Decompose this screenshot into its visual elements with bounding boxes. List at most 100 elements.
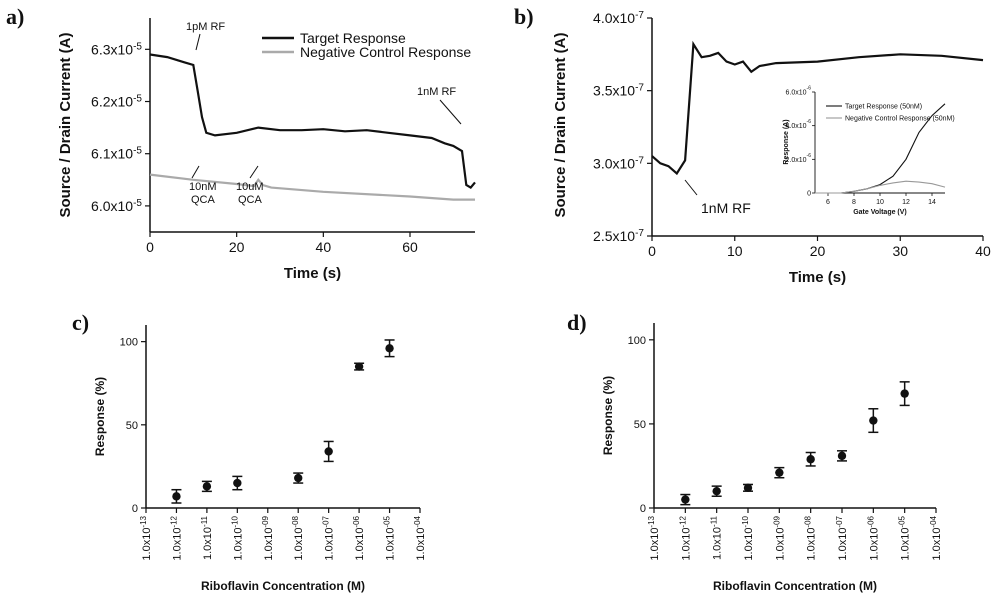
annotation-qca: QCA	[238, 194, 263, 206]
x-tick-label: 1.0x10-13	[647, 515, 661, 560]
x-tick-label: 1.0x10-13	[139, 515, 153, 560]
x-tick-label: 1.0x10-08	[291, 515, 305, 560]
inset-x-tick-label: 14	[928, 199, 936, 206]
inset-y-tick-label: 6.0x10-6	[786, 86, 812, 97]
x-axis-title: Time (s)	[284, 265, 341, 282]
x-tick-label: 1.0x10-05	[898, 515, 912, 560]
inset-x-axis-title: Gate Voltage (V)	[853, 209, 907, 216]
data-point	[172, 492, 181, 501]
inset-x-tick-label: 8	[852, 199, 856, 206]
x-tick-label: 40	[316, 239, 332, 255]
series-line-target	[651, 40, 984, 176]
y-axis-title: Source / Drain Current (A)	[57, 32, 74, 217]
chart-b: 2.5x10-7 3.0x10-7 3.5x10-7 4.0x10-7 0 10 20 30 4…	[552, 10, 991, 286]
inset-y-tick-label: 4.0x10-6	[786, 119, 812, 130]
annotation-arrow	[191, 165, 200, 179]
y-tick-label: 6.1x10-5	[91, 146, 142, 162]
x-tick-label: 1.0x10-08	[804, 515, 818, 560]
panel-label-a: a)	[6, 4, 24, 29]
data-point	[837, 451, 847, 461]
x-tick-label: 1.0x10-12	[169, 515, 183, 560]
x-tick-label: 1.0x10-10	[230, 515, 244, 560]
y-tick-label: 6.0x10-5	[91, 198, 142, 214]
data-point	[294, 473, 303, 483]
legend-label: Negative Control Response	[300, 44, 471, 60]
x-tick-label: 1.0x10-09	[261, 515, 275, 560]
x-tick-label: 40	[975, 243, 991, 259]
x-tick-label: 1.0x10-09	[772, 515, 786, 560]
x-tick-label: 1.0x10-06	[866, 515, 880, 560]
x-tick-label: 0	[146, 239, 154, 255]
x-tick-label: 1.0x10-12	[678, 515, 692, 560]
annotation-qca: QCA	[191, 194, 216, 206]
inset-legend-label: Target Response (50nM)	[845, 104, 922, 111]
data-point	[324, 447, 333, 456]
x-tick-label: 1.0x10-11	[710, 515, 724, 560]
inset-y-tick-label: 2.0x10-6	[786, 153, 812, 164]
inset-series-line-negative-control	[815, 180, 946, 194]
y-axis-title: Response (%)	[601, 376, 615, 455]
inset-legend-label: Negative Control Response (50nM)	[845, 116, 955, 123]
x-tick-label: 1.0x10-07	[322, 515, 336, 560]
annotation-1pm-rf: 1pM RF	[186, 21, 225, 33]
chart-c: 0 50 100 1.0x10-13 1.0x10-12 1.0x10-11 1.0x10-…	[93, 325, 427, 593]
x-tick-label: 1.0x10-04	[929, 515, 943, 560]
x-tick-label: 1.0x10-11	[200, 515, 214, 560]
inset-x-tick-label: 10	[876, 199, 884, 206]
y-tick-label: 6.3x10-5	[91, 41, 142, 57]
annotation-arrow	[249, 165, 259, 179]
inset-x-tick-label: 12	[902, 199, 910, 206]
x-tick-label: 20	[229, 239, 245, 255]
x-axis-title: Riboflavin Concentration (M)	[201, 579, 365, 593]
annotation-arrow	[684, 179, 698, 196]
x-tick-label: 30	[892, 243, 908, 259]
inset-background	[764, 84, 954, 222]
y-tick-label: 50	[126, 420, 138, 432]
data-point	[900, 389, 909, 398]
data-point	[712, 486, 721, 496]
x-tick-label: 10	[727, 243, 743, 259]
y-tick-label: 3.0x10-7	[593, 155, 644, 171]
chart-a: 6.0x10-5 6.1x10-5 6.2x10-5 6.3x10-5 0 20 40 60 T…	[57, 18, 476, 282]
y-tick-label: 3.5x10-7	[593, 83, 644, 99]
panel-label-b: b)	[514, 4, 534, 29]
annotation-1nm-rf: 1nM RF	[701, 200, 751, 216]
x-tick-label: 0	[648, 243, 656, 259]
y-tick-label: 50	[634, 419, 646, 431]
y-tick-label: 100	[120, 337, 138, 349]
y-tick-label: 2.5x10-7	[593, 228, 644, 244]
x-tick-label: 60	[402, 239, 418, 255]
series-line-target	[149, 53, 476, 190]
y-axis-title: Response (%)	[93, 377, 107, 456]
x-tick-label: 1.0x10-05	[383, 515, 397, 560]
annotation-10um-qca: 10uM	[236, 181, 264, 193]
x-tick-label: 1.0x10-07	[835, 515, 849, 560]
y-tick-label: 0	[132, 503, 138, 515]
inset-y-axis-title: Response (A)	[783, 119, 790, 164]
x-axis-title: Riboflavin Concentration (M)	[713, 579, 877, 593]
x-tick-label: 1.0x10-06	[352, 515, 366, 560]
y-tick-label: 0	[640, 503, 646, 515]
data-point	[775, 468, 784, 477]
annotation-arrow	[195, 33, 201, 51]
data-point	[743, 483, 753, 493]
series-line-negative-control	[149, 173, 475, 201]
inset-x-tick-label: 6	[826, 199, 830, 206]
inset-y-tick-label: 0	[807, 191, 811, 198]
panel-label-d: d)	[567, 310, 587, 335]
data-point	[806, 455, 815, 464]
annotation-1nm-rf: 1nM RF	[417, 86, 456, 98]
y-tick-label: 100	[628, 335, 646, 347]
y-axis-title: Source / Drain Current (A)	[552, 32, 569, 217]
y-tick-label: 6.2x10-5	[91, 94, 142, 110]
data-point	[681, 495, 690, 504]
data-point	[233, 478, 242, 488]
annotation-10nm-qca: 10nM	[189, 181, 217, 193]
x-axis-title: Time (s)	[789, 269, 846, 286]
data-point	[202, 482, 212, 491]
data-point	[385, 344, 394, 353]
y-tick-label: 4.0x10-7	[593, 10, 644, 26]
data-point	[869, 416, 878, 425]
legend-label: Target Response	[300, 30, 406, 46]
